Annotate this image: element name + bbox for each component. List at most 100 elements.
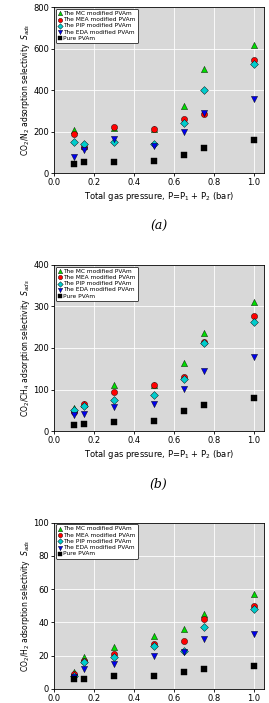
The EDA modified PVAm <box>151 141 156 152</box>
The PIP modified PVAm <box>112 136 116 148</box>
The MC modified PVAm <box>182 624 186 635</box>
The MEA modified PVAm <box>182 635 186 646</box>
The MC modified PVAm <box>72 124 76 135</box>
The EDA modified PVAm <box>82 408 86 419</box>
The MEA modified PVAm <box>151 380 156 391</box>
The MEA modified PVAm <box>72 407 76 418</box>
The MEA modified PVAm <box>82 399 86 410</box>
The MC modified PVAm <box>112 380 116 391</box>
Pure PVAm <box>151 415 156 427</box>
The PIP modified PVAm <box>72 405 76 416</box>
Y-axis label: CO$_2$/N$_2$ adsorption selectivity  $S_{ads}$: CO$_2$/N$_2$ adsorption selectivity $S_{… <box>19 24 32 157</box>
Pure PVAm <box>151 670 156 681</box>
Pure PVAm <box>151 155 156 167</box>
Pure PVAm <box>72 158 76 169</box>
The EDA modified PVAm <box>112 134 116 145</box>
The PIP modified PVAm <box>72 136 76 148</box>
The EDA modified PVAm <box>151 650 156 662</box>
The MEA modified PVAm <box>151 638 156 650</box>
The EDA modified PVAm <box>201 108 206 119</box>
The MEA modified PVAm <box>112 386 116 397</box>
The PIP modified PVAm <box>151 640 156 651</box>
The EDA modified PVAm <box>252 352 256 363</box>
Pure PVAm <box>182 666 186 678</box>
The EDA modified PVAm <box>82 664 86 675</box>
The PIP modified PVAm <box>112 652 116 663</box>
The MEA modified PVAm <box>151 123 156 134</box>
Text: (b): (b) <box>150 478 168 491</box>
The EDA modified PVAm <box>182 126 186 137</box>
The MEA modified PVAm <box>182 371 186 382</box>
The MEA modified PVAm <box>201 614 206 625</box>
Legend: The MC modified PVAm, The MEA modified PVAm, The PIP modified PVAm, The EDA modi: The MC modified PVAm, The MEA modified P… <box>56 524 138 559</box>
Pure PVAm <box>182 406 186 417</box>
Pure PVAm <box>201 399 206 411</box>
The MC modified PVAm <box>151 123 156 134</box>
Legend: The MC modified PVAm, The MEA modified PVAm, The PIP modified PVAm, The EDA modi: The MC modified PVAm, The MEA modified P… <box>56 8 138 43</box>
X-axis label: Total gas pressure, P=P$_1$ + P$_2$ (bar): Total gas pressure, P=P$_1$ + P$_2$ (bar… <box>84 448 234 460</box>
Pure PVAm <box>72 419 76 430</box>
The MEA modified PVAm <box>112 648 116 659</box>
The MC modified PVAm <box>201 609 206 620</box>
Pure PVAm <box>112 670 116 681</box>
The EDA modified PVAm <box>252 628 256 640</box>
The PIP modified PVAm <box>252 58 256 70</box>
Pure PVAm <box>112 416 116 427</box>
The PIP modified PVAm <box>182 118 186 129</box>
The MEA modified PVAm <box>72 669 76 680</box>
The PIP modified PVAm <box>151 138 156 150</box>
The PIP modified PVAm <box>72 670 76 681</box>
The EDA modified PVAm <box>182 647 186 658</box>
The MC modified PVAm <box>252 297 256 308</box>
Pure PVAm <box>82 156 86 167</box>
The PIP modified PVAm <box>201 621 206 633</box>
The MEA modified PVAm <box>252 54 256 65</box>
Y-axis label: CO$_2$/H$_2$ adsorption selectivity  $S_{ads}$: CO$_2$/H$_2$ adsorption selectivity $S_{… <box>19 539 32 672</box>
The MEA modified PVAm <box>201 108 206 120</box>
Pure PVAm <box>182 149 186 160</box>
The MEA modified PVAm <box>252 310 256 321</box>
Pure PVAm <box>72 673 76 685</box>
The EDA modified PVAm <box>82 145 86 156</box>
The EDA modified PVAm <box>72 409 76 420</box>
Y-axis label: CO$_2$/CH$_4$ adsorption selectivity  $S_{ads}$: CO$_2$/CH$_4$ adsorption selectivity $S_… <box>19 279 32 417</box>
Pure PVAm <box>82 673 86 685</box>
The PIP modified PVAm <box>201 84 206 96</box>
The MEA modified PVAm <box>72 128 76 139</box>
The PIP modified PVAm <box>182 373 186 385</box>
The PIP modified PVAm <box>252 316 256 328</box>
Pure PVAm <box>252 392 256 404</box>
The MC modified PVAm <box>252 588 256 600</box>
The MEA modified PVAm <box>201 336 206 347</box>
The MEA modified PVAm <box>82 655 86 666</box>
The MEA modified PVAm <box>112 121 116 132</box>
The PIP modified PVAm <box>252 603 256 614</box>
The EDA modified PVAm <box>201 366 206 377</box>
The MC modified PVAm <box>112 642 116 653</box>
Pure PVAm <box>82 418 86 430</box>
Pure PVAm <box>201 143 206 154</box>
The EDA modified PVAm <box>201 633 206 645</box>
Pure PVAm <box>201 664 206 675</box>
The MC modified PVAm <box>182 100 186 111</box>
The MC modified PVAm <box>72 666 76 678</box>
The MEA modified PVAm <box>182 114 186 125</box>
Pure PVAm <box>112 156 116 167</box>
The MC modified PVAm <box>151 630 156 641</box>
Pure PVAm <box>252 660 256 671</box>
The MC modified PVAm <box>182 357 186 368</box>
The MC modified PVAm <box>82 652 86 663</box>
The PIP modified PVAm <box>82 138 86 150</box>
The PIP modified PVAm <box>201 337 206 348</box>
The EDA modified PVAm <box>112 659 116 670</box>
The EDA modified PVAm <box>252 93 256 104</box>
The EDA modified PVAm <box>112 401 116 413</box>
The PIP modified PVAm <box>151 389 156 400</box>
The PIP modified PVAm <box>82 657 86 668</box>
Pure PVAm <box>252 134 256 146</box>
The PIP modified PVAm <box>82 401 86 412</box>
Legend: The MC modified PVAm, The MEA modified PVAm, The PIP modified PVAm, The EDA modi: The MC modified PVAm, The MEA modified P… <box>56 266 138 301</box>
The MC modified PVAm <box>82 399 86 410</box>
Text: (a): (a) <box>150 220 167 233</box>
The MC modified PVAm <box>151 380 156 391</box>
